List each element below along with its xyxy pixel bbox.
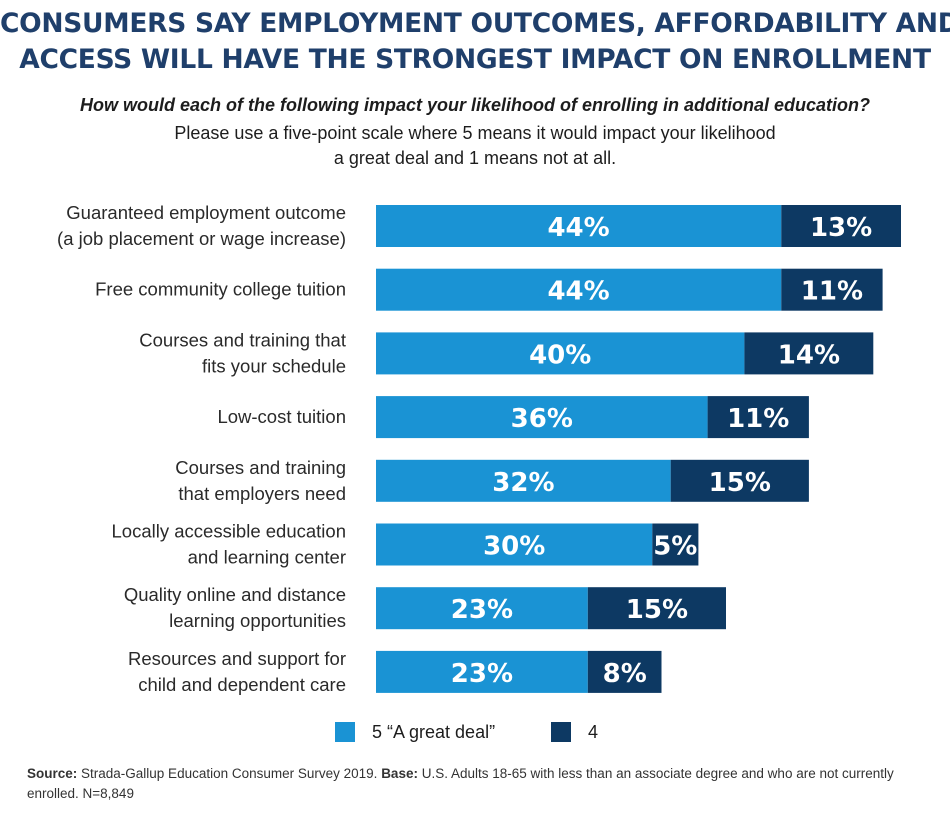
data-label-4: 15% [626,595,688,625]
source-note: Source: Strada-Gallup Education Consumer… [27,764,927,804]
bar-great-deal [376,523,653,566]
category-label-line: child and dependent care [138,674,346,695]
bar-4 [781,268,883,311]
title-line-1: CONSUMERS SAY EMPLOYMENT OUTCOMES, AFFOR… [0,8,950,39]
data-label-4: 5% [653,532,697,562]
data-label-great-deal: 23% [451,595,513,625]
data-label-4: 13% [810,213,872,243]
category-label-line: Guaranteed employment outcome [66,202,346,223]
bar-great-deal [376,587,588,630]
data-label-great-deal: 32% [492,468,554,498]
category-label-line: and learning center [188,547,346,568]
source-text: Strada-Gallup Education Consumer Survey … [77,766,382,781]
data-label-4: 15% [709,468,771,498]
legend-swatch-great-deal [335,722,355,742]
category-label-line: fits your schedule [202,355,346,376]
category-label-line: Locally accessible education [112,521,346,542]
chart-subtitle: Please use a five-point scale where 5 me… [0,121,950,171]
data-label-great-deal: 23% [451,659,513,689]
category-label: Courses and training that employers need [175,457,346,504]
legend-label-4: 4 [588,722,599,742]
category-label-line: learning opportunities [169,610,346,631]
bar-4 [670,459,809,502]
category-label-line: Resources and support for [128,648,346,669]
title-line-2: ACCESS WILL HAVE THE STRONGEST IMPACT ON… [19,44,931,75]
bar-great-deal [376,396,708,439]
survey-question: How would each of the following impact y… [79,95,870,115]
bar-great-deal [376,650,588,693]
bar-great-deal [376,268,782,311]
category-label: Courses and training that fits your sched… [139,329,346,376]
bar-4 [781,205,901,247]
legend-label-great-deal: 5 “A great deal” [372,722,496,742]
bar-4 [707,396,809,439]
bar-4 [587,650,662,693]
data-label-great-deal: 30% [483,532,545,562]
source-label: Source: [27,766,78,781]
category-label: Quality online and distance learning oppo… [124,584,346,631]
category-label: Resources and support for child and depen… [128,648,346,695]
bar-great-deal [376,205,782,247]
base-label: Base: [381,766,418,781]
category-label-line: Free community college tuition [95,279,346,300]
category-label: Locally accessible education and learning… [112,521,346,568]
data-label-great-deal: 44% [547,213,609,243]
base-text: U.S. Adults 18-65 with less than an asso… [27,766,894,801]
legend-swatch-4 [551,722,571,742]
subtitle-line-1: Please use a five-point scale where 5 me… [174,123,776,143]
chart-title: CONSUMERS SAY EMPLOYMENT OUTCOMES, AFFOR… [0,6,950,78]
bar-great-deal [376,332,745,375]
data-label-great-deal: 44% [547,277,609,307]
category-label: Guaranteed employment outcome (a job plac… [57,202,346,249]
bar-4 [652,523,699,566]
category-label-line: Courses and training that [139,329,346,350]
data-label-great-deal: 40% [529,340,591,370]
category-label-line: Quality online and distance [124,584,346,605]
category-label-line: that employers need [178,483,346,504]
bar-4 [587,587,726,630]
bar-4 [744,332,874,375]
category-label-line: Low-cost tuition [217,406,346,427]
data-label-4: 11% [801,277,863,307]
data-label-4: 14% [778,340,840,370]
category-label-line: Courses and training [175,457,346,478]
bar-great-deal [376,459,671,502]
bar-chart: Guaranteed employment outcome (a job plac… [57,202,901,695]
subtitle-line-2: a great deal and 1 means not at all. [333,148,617,168]
data-label-4: 8% [603,659,647,689]
data-label-4: 11% [727,404,789,434]
category-label: Low-cost tuition [217,406,346,427]
category-label-line: (a job placement or wage increase) [57,228,346,249]
category-label: Free community college tuition [95,279,346,300]
data-label-great-deal: 36% [511,404,573,434]
